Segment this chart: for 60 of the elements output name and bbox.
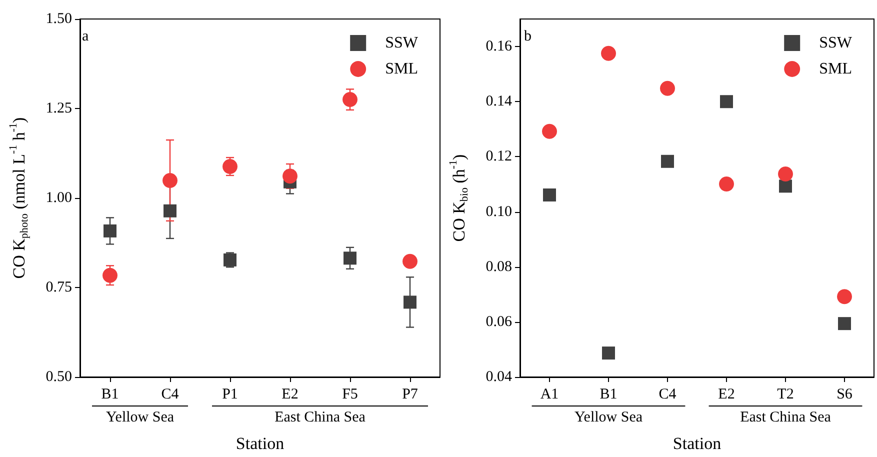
y-axis-title: CO Kbio (h-1) [448, 154, 470, 242]
text: East China Sea [740, 410, 832, 426]
y-tick-label: 1.25 [46, 100, 72, 116]
point [344, 252, 356, 265]
text: a [82, 28, 89, 44]
y-axis-title: CO Kphoto (nmol L-1 h-1) [8, 117, 30, 279]
x-tick-label: S6 [836, 386, 853, 402]
point [661, 154, 674, 168]
point [404, 296, 416, 309]
x-tick-label: B1 [600, 386, 618, 402]
y-tick-label: 1.00 [46, 190, 72, 206]
point [222, 159, 238, 174]
text: Yellow Sea [574, 410, 643, 426]
text: Yellow Sea [106, 410, 174, 426]
point [838, 317, 851, 330]
x-tick-label: C4 [658, 386, 677, 402]
legend-label: SML [385, 60, 418, 78]
point [779, 180, 792, 193]
x-tick-label: C4 [161, 386, 180, 402]
text: b [524, 28, 532, 44]
y-tick-label: 0.08 [486, 258, 512, 275]
legend-label: SML [819, 60, 852, 78]
legend-label: SSW [819, 34, 853, 52]
point [342, 92, 358, 108]
y-tick-label: 0.04 [486, 369, 512, 385]
point [282, 168, 298, 184]
point [104, 224, 116, 238]
y-tick-label: 0.14 [486, 94, 512, 110]
y-tick-label: 0.16 [486, 38, 512, 55]
point [542, 124, 557, 139]
x-tick-label: P7 [402, 386, 418, 402]
y-tick-label: 1.50 [46, 11, 72, 27]
point [778, 166, 793, 182]
legend-label: SSW [385, 34, 419, 52]
x-tick-label: E2 [282, 386, 298, 402]
point [660, 80, 675, 96]
text: East China Sea [274, 410, 366, 426]
point [602, 346, 615, 360]
point [837, 289, 852, 304]
x-tick-label: F5 [342, 386, 358, 402]
x-tick-label: P1 [222, 386, 238, 402]
point [719, 176, 734, 192]
point [164, 204, 176, 218]
x-tick-label: A1 [540, 386, 559, 402]
x-axis-title: Station [672, 434, 722, 453]
y-tick-label: 0.10 [486, 204, 512, 220]
x-tick-label: E2 [718, 386, 735, 402]
y-tick-label: 0.50 [46, 369, 72, 385]
point [720, 95, 733, 108]
point [162, 172, 178, 188]
y-tick-label: 0.06 [486, 314, 512, 330]
point [543, 188, 556, 202]
x-tick-label: T2 [777, 386, 794, 402]
x-tick-label: B1 [101, 386, 119, 402]
y-tick-label: 0.12 [486, 148, 512, 165]
point [601, 46, 616, 61]
y-tick-label: 0.75 [46, 280, 72, 296]
x-axis-title: Station [236, 434, 285, 453]
point [102, 268, 118, 283]
point [402, 254, 418, 269]
